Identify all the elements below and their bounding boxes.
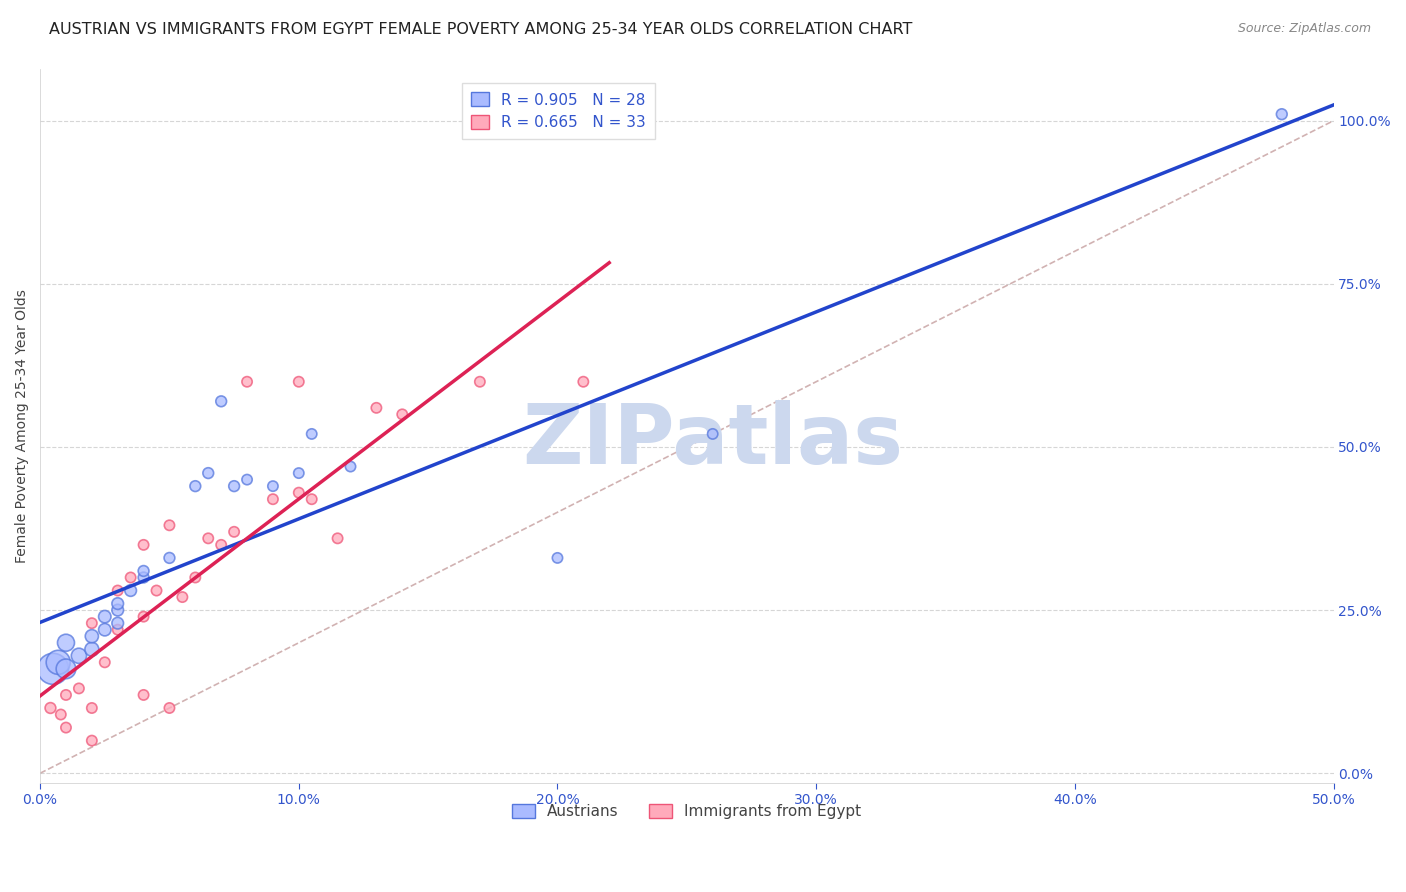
Point [288,485,311,500]
Point [159,701,181,715]
Point [172,590,194,604]
Text: ZIPatlas: ZIPatlas [522,400,903,481]
Legend: Austrians, Immigrants from Egypt: Austrians, Immigrants from Egypt [506,798,868,825]
Point [132,570,155,584]
Point [159,550,181,565]
Point [80,701,103,715]
Point [301,426,323,441]
Point [197,466,219,480]
Point [55,636,77,650]
Point [94,656,117,670]
Point [80,642,103,657]
Point [1271,107,1294,121]
Point [184,479,207,493]
Point [94,609,117,624]
Point [209,538,232,552]
Point [107,616,129,631]
Point [107,597,129,611]
Point [702,426,724,441]
Point [55,662,77,676]
Point [132,609,155,624]
Point [132,538,155,552]
Point [197,532,219,546]
Point [184,570,207,584]
Point [49,707,72,722]
Point [80,629,103,643]
Point [107,623,129,637]
Point [132,688,155,702]
Point [209,394,232,409]
Point [55,721,77,735]
Point [236,473,259,487]
Point [546,550,568,565]
Point [224,479,246,493]
Text: Source: ZipAtlas.com: Source: ZipAtlas.com [1237,22,1371,36]
Point [159,518,181,533]
Point [39,701,62,715]
Point [262,492,284,507]
Point [67,681,90,696]
Point [46,656,69,670]
Point [339,459,361,474]
Point [262,479,284,493]
Point [366,401,388,415]
Point [107,603,129,617]
Point [301,492,323,507]
Point [80,733,103,747]
Point [42,662,65,676]
Point [468,375,491,389]
Point [94,623,117,637]
Point [145,583,167,598]
Point [107,583,129,598]
Point [288,466,311,480]
Point [80,616,103,631]
Point [55,688,77,702]
Point [391,408,413,422]
Point [326,532,349,546]
Point [120,583,142,598]
Y-axis label: Female Poverty Among 25-34 Year Olds: Female Poverty Among 25-34 Year Olds [15,289,30,563]
Point [236,375,259,389]
Point [67,648,90,663]
Point [120,570,142,584]
Point [132,564,155,578]
Point [288,375,311,389]
Point [572,375,595,389]
Point [224,524,246,539]
Text: AUSTRIAN VS IMMIGRANTS FROM EGYPT FEMALE POVERTY AMONG 25-34 YEAR OLDS CORRELATI: AUSTRIAN VS IMMIGRANTS FROM EGYPT FEMALE… [49,22,912,37]
